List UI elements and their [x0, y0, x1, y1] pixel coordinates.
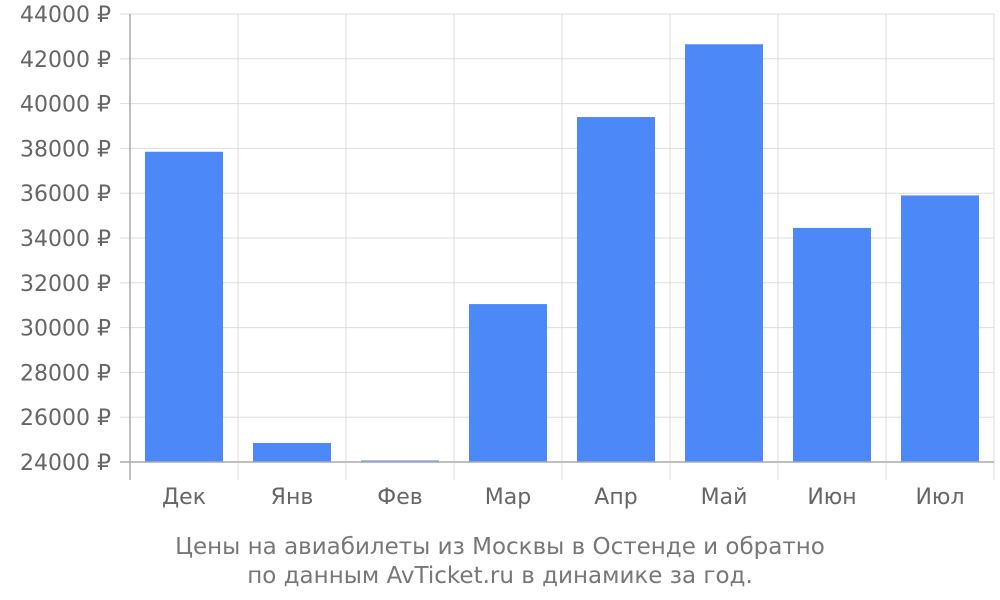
y-tick-label: 24000 ₽ — [20, 451, 111, 476]
y-tick-label: 36000 ₽ — [20, 182, 111, 207]
y-tick-label: 26000 ₽ — [20, 406, 111, 431]
bar-8 — [901, 195, 979, 462]
x-tick-label: Дек — [162, 485, 206, 510]
x-tick-label: Июл — [915, 485, 964, 510]
chart-caption-line-1: Цены на авиабилеты из Москвы в Остенде и… — [175, 534, 825, 560]
x-tick-label: Янв — [271, 485, 314, 510]
y-tick-label: 30000 ₽ — [20, 317, 111, 342]
axes — [120, 14, 994, 480]
y-tick-label: 34000 ₽ — [20, 227, 111, 252]
bar-4 — [469, 304, 547, 462]
x-tick-label: Фев — [377, 485, 422, 510]
y-tick-labels: 24000 ₽ 26000 ₽ 28000 ₽ 30000 ₽ 32000 ₽ 34000… — [20, 3, 111, 476]
bar-6 — [685, 44, 763, 463]
x-tick-label: Апр — [594, 485, 637, 510]
x-tick-label: Июн — [807, 485, 856, 510]
y-tick-label: 42000 ₽ — [20, 48, 111, 73]
y-tick-label: 38000 ₽ — [20, 137, 111, 162]
x-tick-label: Мар — [485, 485, 531, 510]
y-tick-label: 28000 ₽ — [20, 361, 111, 386]
bar-2 — [253, 442, 331, 462]
y-tick-label: 40000 ₽ — [20, 93, 111, 118]
bar-7 — [793, 227, 871, 462]
bars — [145, 44, 979, 463]
bar-1 — [145, 151, 223, 462]
x-tick-label: Май — [701, 485, 748, 510]
y-tick-label: 32000 ₽ — [20, 272, 111, 297]
chart-caption-line-2: по данным AvTicket.ru в динамике за год. — [247, 563, 753, 589]
y-tick-label: 44000 ₽ — [20, 3, 111, 28]
x-tick-labels: Дек Янв Фев Мар Апр Май Июн Июл — [162, 485, 965, 510]
bar-5 — [577, 117, 655, 462]
bar-chart: 24000 ₽ 26000 ₽ 28000 ₽ 30000 ₽ 32000 ₽ 34000… — [20, 3, 995, 510]
